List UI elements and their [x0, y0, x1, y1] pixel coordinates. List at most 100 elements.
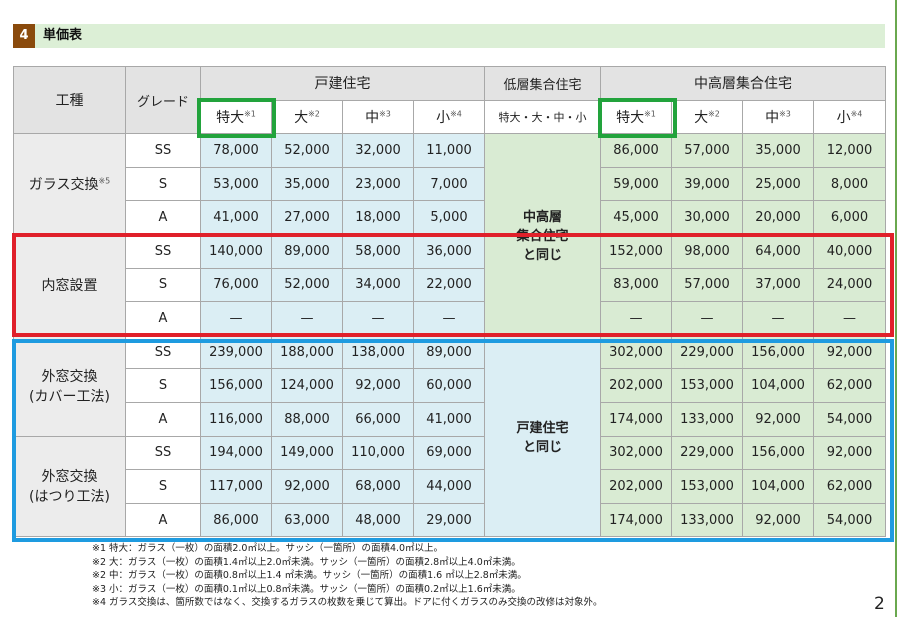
grade-cell: A [125, 401, 201, 437]
mid-high-price: 30,000 [671, 200, 743, 235]
mid-high-price: 64,000 [742, 233, 814, 269]
size-note: ※3 [779, 109, 791, 119]
grade-cell: A [125, 301, 201, 336]
mid-high-price: 92,000 [742, 502, 814, 538]
mid-high-price: — [600, 301, 672, 336]
mid-high-price: 54,000 [813, 401, 886, 437]
mid-high-price: 20,000 [742, 200, 814, 235]
detached-price: 124,000 [271, 368, 343, 403]
detached-price: — [413, 301, 485, 336]
detached-price: 44,000 [413, 469, 485, 504]
mid-high-price: 98,000 [671, 233, 743, 269]
table-row: A 86,000 63,000 48,000 29,000 174,000 133,000 9… [14, 502, 886, 538]
mid-high-price: 39,000 [671, 166, 743, 202]
detached-price: 29,000 [413, 502, 485, 538]
kind-cell: 外窓交換 (カバー工法) [13, 334, 126, 437]
mid-high-price: 104,000 [742, 368, 814, 403]
grade-cell: SS [125, 435, 201, 471]
mid-high-price: 92,000 [813, 435, 886, 471]
grade-cell: S [125, 469, 201, 504]
mid-high-price: 156,000 [742, 334, 814, 370]
detached-price: 52,000 [271, 133, 343, 168]
mid-high-price: 133,000 [671, 502, 743, 538]
detached-price: 89,000 [413, 334, 485, 370]
kind-cell: 内窓設置 [13, 233, 126, 336]
detached-price: 76,000 [200, 267, 272, 303]
size-header: 大※2 [271, 99, 343, 135]
size-header: 中※3 [342, 99, 414, 135]
detached-price: 110,000 [342, 435, 414, 471]
size-label: 小 [436, 109, 451, 126]
low-rise-note-line: と同じ [522, 247, 562, 263]
grade-cell: SS [125, 334, 201, 370]
kind-label: 外窓交換 [41, 469, 98, 486]
footnote: ※4 ガラス交換は、箇所数ではなく、交換するガラスの枚数を乗じて算出。ドアに付く… [92, 597, 603, 608]
mid-high-price: 153,000 [671, 469, 743, 504]
detached-price: 22,000 [413, 267, 485, 303]
mid-high-price: 174,000 [600, 401, 672, 437]
detached-price: 41,000 [413, 401, 485, 437]
table-row: A 41,000 27,000 18,000 5,000 45,000 30,000 20,0… [14, 200, 886, 235]
grade-cell: SS [125, 233, 201, 269]
detached-price: 78,000 [200, 133, 272, 168]
size-note: ※2 [308, 109, 320, 119]
size-label: 中 [765, 109, 780, 126]
detached-price: 68,000 [342, 469, 414, 504]
header-low-rise: 低層集合住宅 [484, 66, 601, 101]
detached-price: 58,000 [342, 233, 414, 269]
low-rise-note-line: 集合住宅 [516, 228, 569, 244]
size-header: 小※4 [413, 99, 485, 135]
low-rise-same-as-detached: 戸建住宅 と同じ [484, 334, 601, 538]
detached-price: 63,000 [271, 502, 343, 538]
detached-price: 11,000 [413, 133, 485, 168]
detached-price: 116,000 [200, 401, 272, 437]
mid-high-price: 8,000 [813, 166, 886, 202]
table-row: S 156,000 124,000 92,000 60,000 202,000 153,00… [14, 368, 886, 403]
header-grade: グレード [125, 65, 201, 135]
table-row: 外窓交換 (カバー工法) SS 239,000 188,000 138,000 89,000… [13, 334, 886, 538]
kind-cell: 外窓交換 (はつり工法) [13, 435, 126, 538]
grade-cell: S [125, 267, 201, 303]
footnote: ※2 大：ガラス（一枚）の面積1.4㎡以上2.0㎡未満。サッシ（一箇所）の面積2… [92, 556, 521, 568]
table-row: A — — — — — — — — [14, 301, 886, 336]
section-number: 4 [13, 24, 35, 48]
mid-high-price: 174,000 [600, 502, 672, 538]
detached-price: 23,000 [342, 166, 414, 202]
detached-price: 117,000 [200, 469, 272, 504]
detached-price: — [200, 301, 272, 336]
detached-price: 149,000 [271, 435, 343, 471]
mid-high-price: 57,000 [671, 267, 743, 303]
mid-high-price: 153,000 [671, 368, 743, 403]
mid-high-price: 133,000 [671, 401, 743, 437]
detached-price: 140,000 [200, 233, 272, 269]
size-note: ※3 [379, 109, 391, 119]
mid-high-price: 86,000 [600, 133, 672, 168]
unit-price-table: 工種 グレード 戸建住宅 低層集合住宅 中高層集合住宅 特大※1 大※2 中※3 小※… [13, 65, 886, 538]
header-detached: 戸建住宅 [200, 66, 485, 101]
grade-cell: A [125, 200, 201, 235]
grade-cell: SS [125, 133, 201, 168]
detached-price: 88,000 [271, 401, 343, 437]
detached-price: 36,000 [413, 233, 485, 269]
table-row: S 117,000 92,000 68,000 44,000 202,000 153,000… [14, 469, 886, 504]
kind-sublabel: (カバー工法) [29, 388, 110, 405]
detached-price: 48,000 [342, 502, 414, 538]
table-row: A 116,000 88,000 66,000 41,000 174,000 133,000… [14, 401, 886, 437]
mid-high-price: 104,000 [742, 469, 814, 504]
size-label: 大 [294, 109, 309, 126]
detached-price: 7,000 [413, 166, 485, 202]
detached-price: 194,000 [200, 435, 272, 471]
header-mid-high: 中高層集合住宅 [600, 66, 886, 101]
detached-price: 92,000 [342, 368, 414, 403]
size-label: 大 [694, 109, 709, 126]
mid-high-price: 6,000 [813, 200, 886, 235]
size-header: 中※3 [742, 99, 814, 135]
low-rise-note-line: と同じ [522, 440, 562, 456]
detached-price: — [271, 301, 343, 336]
mid-high-price: 35,000 [742, 133, 814, 168]
detached-price: 239,000 [200, 334, 272, 370]
detached-price: 52,000 [271, 267, 343, 303]
mid-high-price: 152,000 [600, 233, 672, 269]
detached-price: 188,000 [271, 334, 343, 370]
mid-high-price: 83,000 [600, 267, 672, 303]
